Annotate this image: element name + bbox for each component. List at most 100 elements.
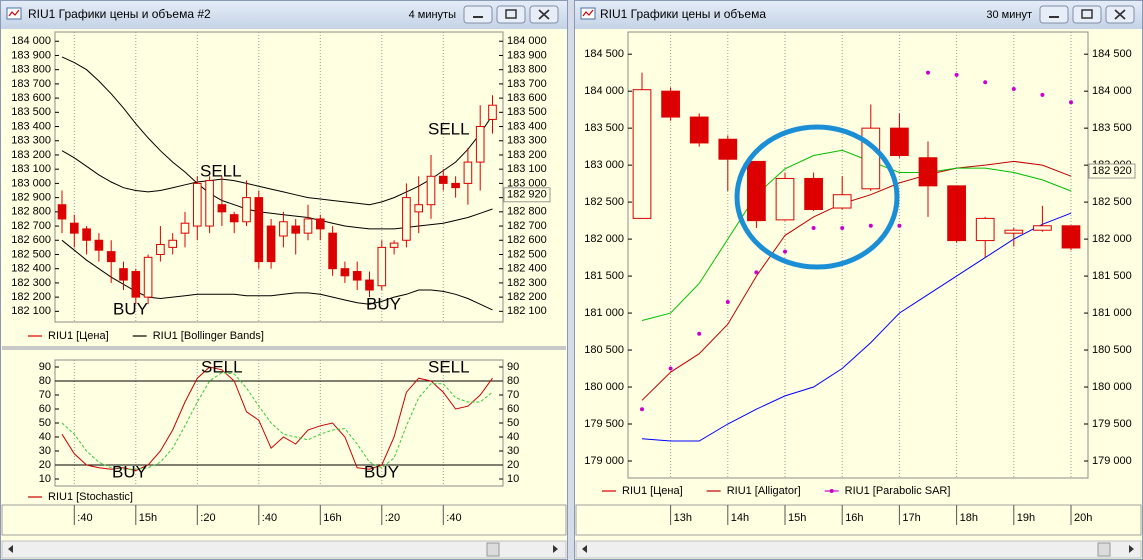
candle-body bbox=[254, 197, 264, 263]
y-tick-label: 183 000 bbox=[11, 177, 51, 189]
panel-splitter[interactable] bbox=[2, 346, 566, 350]
y-tick-label: 183 200 bbox=[11, 149, 51, 161]
candle-body bbox=[119, 268, 128, 281]
candle-body bbox=[279, 221, 288, 237]
y-tick-label: 182 700 bbox=[11, 220, 51, 232]
stochastic-line bbox=[61, 372, 493, 470]
candle-body bbox=[947, 185, 966, 242]
y-tick-label: 183 800 bbox=[11, 64, 51, 76]
y-tick-label: 182 800 bbox=[507, 206, 547, 218]
candle-body bbox=[488, 104, 497, 120]
close-button[interactable] bbox=[1105, 5, 1135, 24]
legend-label: RIU1 [Цена] bbox=[622, 485, 683, 497]
window-title: RIU1 Графики цены и объема bbox=[600, 7, 766, 21]
timeframe: 30 минут bbox=[986, 9, 1032, 21]
y-tick-label: 182 300 bbox=[11, 277, 51, 289]
candle-body bbox=[143, 256, 153, 298]
candle-body bbox=[291, 225, 301, 234]
y-tick-label: 182 400 bbox=[507, 263, 547, 275]
y-tick-label: 182 300 bbox=[507, 277, 547, 289]
timeframe: 4 минуты bbox=[409, 9, 456, 21]
legend-swatch bbox=[829, 489, 834, 493]
y-tick-label: 183 700 bbox=[507, 78, 547, 90]
sar-point bbox=[1011, 86, 1016, 91]
candle-body bbox=[217, 204, 227, 213]
y-tick-label: 181 000 bbox=[584, 307, 624, 319]
y-tick-label: 30 bbox=[507, 445, 519, 457]
sar-point bbox=[783, 249, 787, 254]
y-tick-label: 182 200 bbox=[11, 291, 51, 303]
sar-point bbox=[640, 407, 644, 412]
candle-body bbox=[451, 182, 460, 189]
candle-body bbox=[1004, 229, 1024, 234]
y-tick-label: 179 500 bbox=[584, 418, 624, 430]
x-tick-label: :40 bbox=[262, 512, 277, 524]
maximize-button[interactable] bbox=[496, 5, 526, 24]
stochastic-line bbox=[61, 366, 493, 472]
indicator-line bbox=[641, 160, 1072, 401]
indicator-line bbox=[641, 149, 1072, 321]
y-tick-label: 90 bbox=[507, 361, 519, 373]
candle-body bbox=[438, 175, 448, 184]
y-tick-label: 183 400 bbox=[11, 120, 51, 132]
y-tick-label: 90 bbox=[39, 361, 51, 373]
sar-point bbox=[954, 72, 959, 77]
y-tick-label: 181 000 bbox=[1092, 307, 1132, 319]
y-tick-label: 80 bbox=[39, 375, 51, 387]
candle-body bbox=[229, 214, 239, 223]
y-tick-label: 183 900 bbox=[11, 49, 51, 61]
candle-body bbox=[131, 271, 141, 298]
candle-body bbox=[156, 244, 165, 255]
y-tick-label: 182 400 bbox=[11, 263, 51, 275]
y-tick-label: 20 bbox=[39, 459, 51, 471]
sar-point bbox=[840, 226, 845, 231]
annotation: BUY bbox=[366, 294, 401, 313]
time-axis-strip bbox=[1, 504, 567, 536]
y-tick-label: 183 300 bbox=[11, 135, 51, 147]
y-tick-label: 182 900 bbox=[11, 192, 51, 204]
annotation: BUY bbox=[112, 462, 147, 481]
candle-body bbox=[180, 222, 190, 234]
y-tick-label: 184 000 bbox=[11, 35, 51, 47]
x-tick-label: :40 bbox=[446, 512, 461, 524]
candle-body bbox=[975, 217, 995, 242]
minimize-button[interactable] bbox=[463, 5, 493, 24]
y-tick-label: 183 500 bbox=[11, 106, 51, 118]
y-tick-label: 184 500 bbox=[1092, 48, 1132, 60]
y-tick-label: 184 000 bbox=[507, 35, 547, 47]
x-tick-label: :20 bbox=[385, 512, 400, 524]
last-price-label: 182 920 bbox=[507, 189, 547, 201]
x-tick-label: 16h bbox=[323, 512, 341, 524]
candle-body bbox=[832, 194, 852, 209]
y-tick-label: 179 000 bbox=[584, 455, 624, 467]
legend-label: RIU1 [Bollinger Bands] bbox=[153, 330, 264, 342]
maximize-button[interactable] bbox=[1072, 5, 1102, 24]
candle-body bbox=[340, 268, 350, 277]
candle-body bbox=[389, 242, 399, 248]
x-tick-label: :40 bbox=[77, 512, 92, 524]
y-tick-label: 60 bbox=[507, 403, 519, 415]
candle-body bbox=[94, 239, 104, 251]
y-tick-label: 40 bbox=[39, 431, 51, 443]
last-price-box bbox=[1088, 163, 1136, 179]
y-tick-label: 182 500 bbox=[1092, 196, 1132, 208]
minimize-button[interactable] bbox=[1039, 5, 1069, 24]
candle-body bbox=[242, 197, 251, 223]
annotation: BUY bbox=[113, 299, 148, 318]
y-tick-label: 182 800 bbox=[11, 206, 51, 218]
last-price-label: 182 920 bbox=[1092, 165, 1132, 177]
candle-body bbox=[689, 116, 709, 144]
close-button[interactable] bbox=[529, 5, 559, 24]
candle-body bbox=[1033, 225, 1052, 231]
y-tick-label: 20 bbox=[507, 459, 519, 471]
window-title: RIU1 Графики цены и объема #2 bbox=[28, 7, 211, 21]
candle-body bbox=[365, 279, 374, 291]
y-tick-label: 180 500 bbox=[584, 344, 624, 356]
y-tick-label: 180 000 bbox=[584, 381, 624, 393]
y-tick-label: 80 bbox=[507, 375, 519, 387]
scrollbar[interactable] bbox=[575, 540, 1142, 559]
y-tick-label: 40 bbox=[507, 431, 519, 443]
scrollbar[interactable] bbox=[1, 540, 567, 559]
y-tick-label: 183 800 bbox=[507, 64, 547, 76]
